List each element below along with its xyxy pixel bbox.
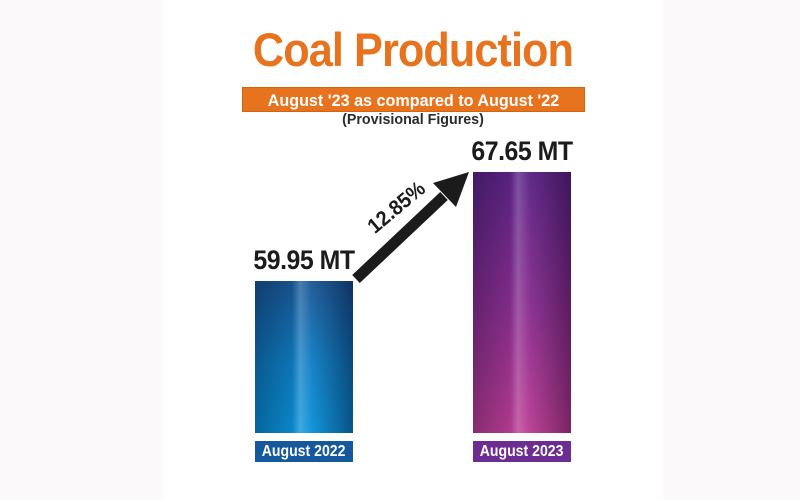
chart-stage: Coal Production August '23 as compared t… [163,0,663,500]
subtitle-banner: August '23 as compared to August '22 [242,87,585,112]
value-label-august-2023: 67.65 MT [471,136,573,166]
category-label-august-2022: August 2022 [255,441,353,462]
increase-arrow [348,165,478,290]
arrow-up-right-icon [352,172,469,284]
bar-august-2022 [255,281,353,433]
category-label-august-2022-text: August 2022 [262,443,346,460]
bar-august-2023 [473,172,571,433]
page-title: Coal Production [252,23,574,76]
category-label-august-2023: August 2023 [473,441,571,462]
subtitle-text: August '23 as compared to August '22 [267,91,560,110]
category-label-august-2023-text: August 2023 [480,443,564,460]
value-label-august-2022: 59.95 MT [253,245,355,275]
provisional-note: (Provisional Figures) [342,111,484,128]
